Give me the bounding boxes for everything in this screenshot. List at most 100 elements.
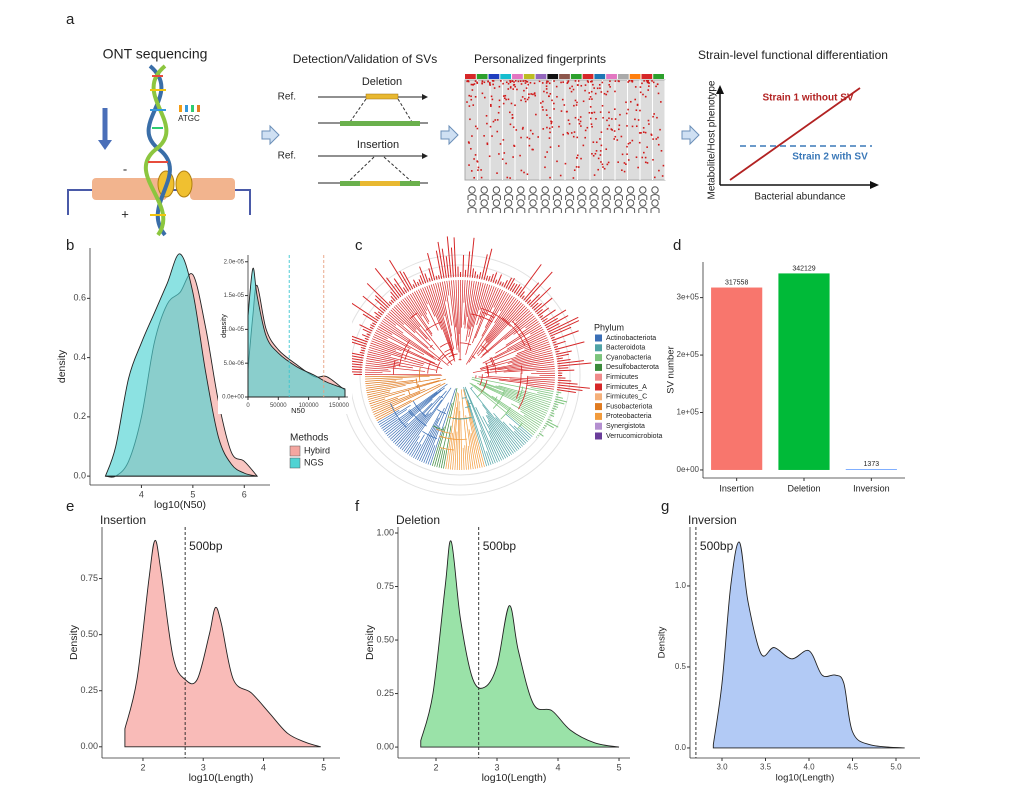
sv-dot [526, 98, 529, 101]
sv-dot [603, 92, 606, 95]
sv-dot [613, 108, 616, 110]
leaf-bar [362, 313, 378, 324]
sv-dot [502, 102, 505, 105]
branch [488, 424, 509, 458]
sv-dot [477, 169, 479, 171]
legend-label: Desulfobacterota [606, 364, 659, 371]
person-body [601, 194, 611, 200]
leaf-bar [505, 277, 513, 289]
branch [392, 308, 435, 351]
branch [395, 304, 428, 340]
sv-dot [551, 126, 554, 128]
person-head [504, 186, 513, 194]
sv-dot [529, 81, 532, 84]
leaf-bar [547, 316, 579, 333]
sv-dot [531, 132, 534, 135]
person-body [565, 194, 575, 200]
sv-dot [470, 147, 472, 150]
sv-dot [513, 144, 515, 147]
sv-dot [572, 135, 575, 138]
fp-title: Personalized fingerprints [474, 52, 606, 66]
sv-dot [488, 155, 491, 158]
leaf-bar [412, 284, 416, 289]
leaf-bar [537, 434, 539, 437]
sv-dot [650, 133, 653, 136]
value-label: 317558 [725, 279, 748, 286]
sv-dot [526, 173, 529, 176]
sv-dot [533, 92, 536, 94]
strip [641, 74, 653, 79]
leaf-bar [549, 414, 555, 417]
sv-dot [497, 111, 500, 114]
leaf-bar [548, 320, 580, 335]
sv-dot [509, 81, 512, 84]
sv-dot [606, 90, 609, 93]
base-bars [179, 105, 200, 112]
sv-dot [546, 80, 548, 83]
sv-dot [609, 80, 611, 83]
branch [388, 311, 404, 325]
sv-dot [600, 161, 602, 163]
sv-dot [619, 113, 621, 116]
x-axis-title: log10(Length) [482, 772, 547, 784]
sv-dot [607, 161, 610, 164]
sv-dot [611, 118, 613, 120]
leaf-bar [525, 271, 553, 303]
sv-dot [599, 150, 602, 152]
sv-dot [472, 104, 475, 106]
branch-arc [486, 366, 489, 374]
branch-arc [461, 397, 467, 399]
sv-dot [592, 83, 594, 86]
branch [405, 387, 452, 454]
leaf-bar [462, 254, 465, 278]
sv-dot [509, 123, 512, 126]
branch [463, 280, 466, 303]
branch [454, 431, 458, 470]
branch [378, 405, 411, 425]
sv-dot [627, 81, 629, 83]
sv-dot [644, 161, 647, 164]
branch [464, 280, 471, 329]
person-head [602, 186, 610, 194]
sv-dot [469, 118, 471, 121]
sv-dot [644, 131, 647, 134]
sv-dot [498, 99, 501, 102]
strip [465, 74, 476, 79]
branch [497, 361, 555, 371]
branch-arc [517, 422, 523, 429]
person-body [650, 194, 660, 200]
sv-dot [642, 93, 644, 96]
branch [369, 347, 425, 365]
branch-arc [437, 353, 445, 361]
sv-dot [541, 82, 544, 84]
sv-dot [546, 126, 548, 129]
sv-dot [548, 137, 551, 139]
sv-dot [562, 81, 564, 83]
leaf-bar [374, 311, 382, 318]
person-body [491, 194, 501, 200]
leaf-bar [435, 250, 443, 279]
branch [365, 381, 414, 389]
leaf-bar [523, 282, 540, 301]
sv-dot [660, 101, 662, 103]
sv-dot [466, 80, 468, 83]
branch-arc [479, 374, 483, 386]
branch [410, 293, 430, 325]
branch [489, 288, 501, 313]
sv-dot [576, 156, 578, 159]
branch [369, 398, 386, 405]
person-head [517, 186, 525, 194]
ring [359, 274, 561, 476]
branch [374, 332, 388, 340]
branch [427, 445, 436, 465]
y-tick-label: 0.75 [376, 581, 394, 591]
branch [485, 337, 548, 365]
sv-dot [489, 81, 491, 84]
sv-dot [598, 84, 601, 86]
sv-dot [550, 120, 552, 123]
branch [460, 417, 463, 470]
sv-dot [639, 109, 641, 112]
branch [367, 389, 391, 396]
sv-dot [625, 101, 627, 104]
branch [365, 362, 396, 368]
